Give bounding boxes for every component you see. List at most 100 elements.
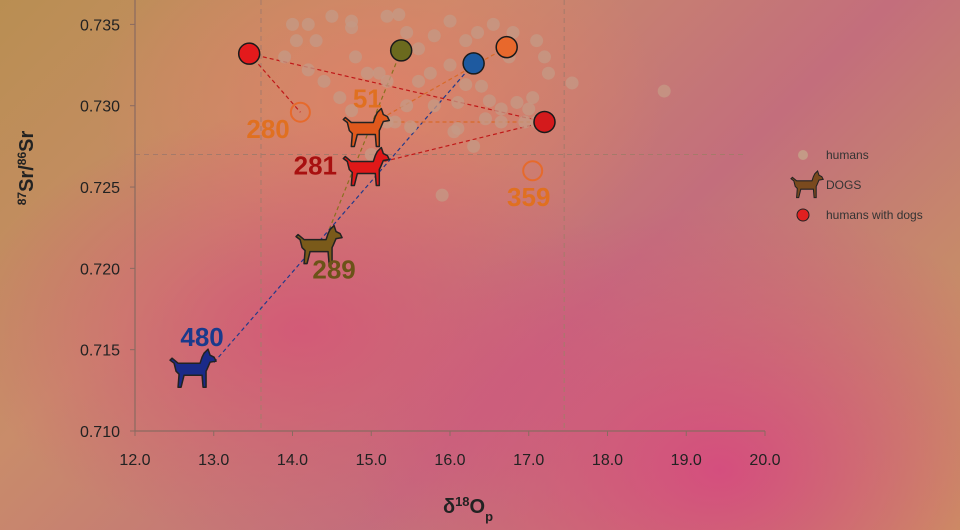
human-point: [443, 58, 457, 72]
dog-label-480: 480: [180, 322, 223, 352]
x-tick-label: 19.0: [671, 452, 702, 469]
human-point: [423, 66, 437, 80]
dog-label-359: 359: [507, 182, 550, 212]
x-tick-label: 17.0: [513, 452, 544, 469]
dog-icon-480: [169, 348, 217, 388]
human-point: [333, 91, 347, 105]
human-point: [301, 63, 315, 77]
y-tick-label: 0.730: [80, 99, 120, 116]
human-point: [526, 91, 540, 105]
x-tick-label: 13.0: [198, 452, 229, 469]
y-tick-label: 0.710: [80, 424, 120, 441]
x-tick-label: 20.0: [749, 452, 780, 469]
x-tick-label: 12.0: [119, 452, 150, 469]
human-point: [404, 120, 418, 134]
human-point: [278, 50, 292, 64]
x-axis-label: δ18Op: [443, 494, 493, 524]
human-point: [286, 17, 299, 31]
human-with-dog-point-open: [289, 101, 311, 123]
human-point: [301, 17, 315, 31]
dog-label-281: 281: [294, 151, 337, 181]
human-point: [459, 78, 473, 92]
legend: humans DOGS humans with dogs: [790, 148, 923, 222]
legend-dog-icon: [790, 170, 824, 199]
human-point: [289, 34, 303, 48]
human-point: [345, 14, 359, 28]
human-point: [380, 74, 394, 88]
human-with-dog-point: [462, 52, 485, 75]
human-point: [478, 112, 492, 126]
human-points: [278, 8, 671, 202]
human-point: [482, 94, 496, 108]
human-with-dog-point-open: [522, 160, 544, 182]
y-axis-label: 87Sr/86Sr: [15, 131, 38, 206]
dog-label-51: 51: [353, 83, 382, 113]
human-point: [467, 139, 481, 153]
human-point: [475, 79, 488, 93]
human-point: [518, 115, 532, 129]
legend-label: humans: [826, 148, 869, 162]
y-tick-label: 0.735: [80, 17, 120, 34]
human-point: [657, 84, 671, 98]
human-point: [400, 26, 414, 40]
dog-label-280: 280: [246, 114, 289, 144]
axes: 12.0 13.0 14.0 15.0 16.0 17.0 18.0 19.0 20.0 0.71…: [15, 0, 781, 524]
connection-line: [327, 50, 402, 233]
human-point: [317, 74, 331, 88]
human-with-dog-point: [237, 42, 261, 65]
human-point: [538, 50, 551, 64]
x-tick-label: 14.0: [277, 452, 308, 469]
human-point: [530, 34, 544, 48]
human-point: [522, 102, 536, 116]
human-point: [412, 42, 425, 56]
human-point: [541, 66, 555, 80]
connection-line: [374, 46, 507, 123]
human-point: [451, 95, 465, 109]
legend-marker: [796, 208, 810, 222]
human-point: [345, 104, 359, 118]
human-point: [443, 14, 457, 28]
human-point: [412, 74, 425, 88]
legend-marker: [798, 150, 808, 160]
human-point: [427, 99, 441, 113]
humans-with-dogs-points: [237, 35, 556, 182]
dog-icon-281: [342, 146, 391, 187]
human-point: [471, 26, 485, 40]
human-point: [506, 26, 520, 40]
human-point: [510, 95, 524, 109]
dog-icon-51: [342, 107, 391, 148]
human-point: [360, 66, 374, 80]
human-with-dog-point: [533, 110, 556, 134]
human-point: [309, 34, 323, 48]
connection-line: [378, 121, 545, 164]
human-point: [435, 188, 449, 202]
plot-area: [135, 0, 745, 431]
human-with-dog-point: [495, 35, 518, 59]
human-point: [325, 9, 339, 23]
human-point: [400, 99, 414, 113]
dog-markers: [169, 107, 391, 388]
human-point: [427, 29, 441, 43]
human-point: [494, 115, 508, 129]
human-point: [451, 121, 465, 135]
y-tick-label: 0.720: [80, 261, 120, 278]
human-point: [565, 76, 579, 90]
x-tick-label: 18.0: [592, 452, 623, 469]
dog-label-289: 289: [312, 255, 355, 285]
dog-icon-289: [295, 224, 343, 265]
y-tick-label: 0.725: [80, 180, 120, 197]
human-point: [380, 9, 394, 23]
human-point: [486, 17, 500, 31]
connection-line: [213, 63, 475, 364]
x-tick-label: 16.0: [434, 452, 465, 469]
human-point: [372, 66, 386, 80]
x-tick-label: 15.0: [356, 452, 387, 469]
legend-label: DOGS: [826, 178, 861, 192]
connection-line: [248, 53, 301, 113]
legend-label: humans with dogs: [826, 208, 923, 222]
human-point: [459, 34, 473, 48]
human-point: [494, 102, 508, 116]
